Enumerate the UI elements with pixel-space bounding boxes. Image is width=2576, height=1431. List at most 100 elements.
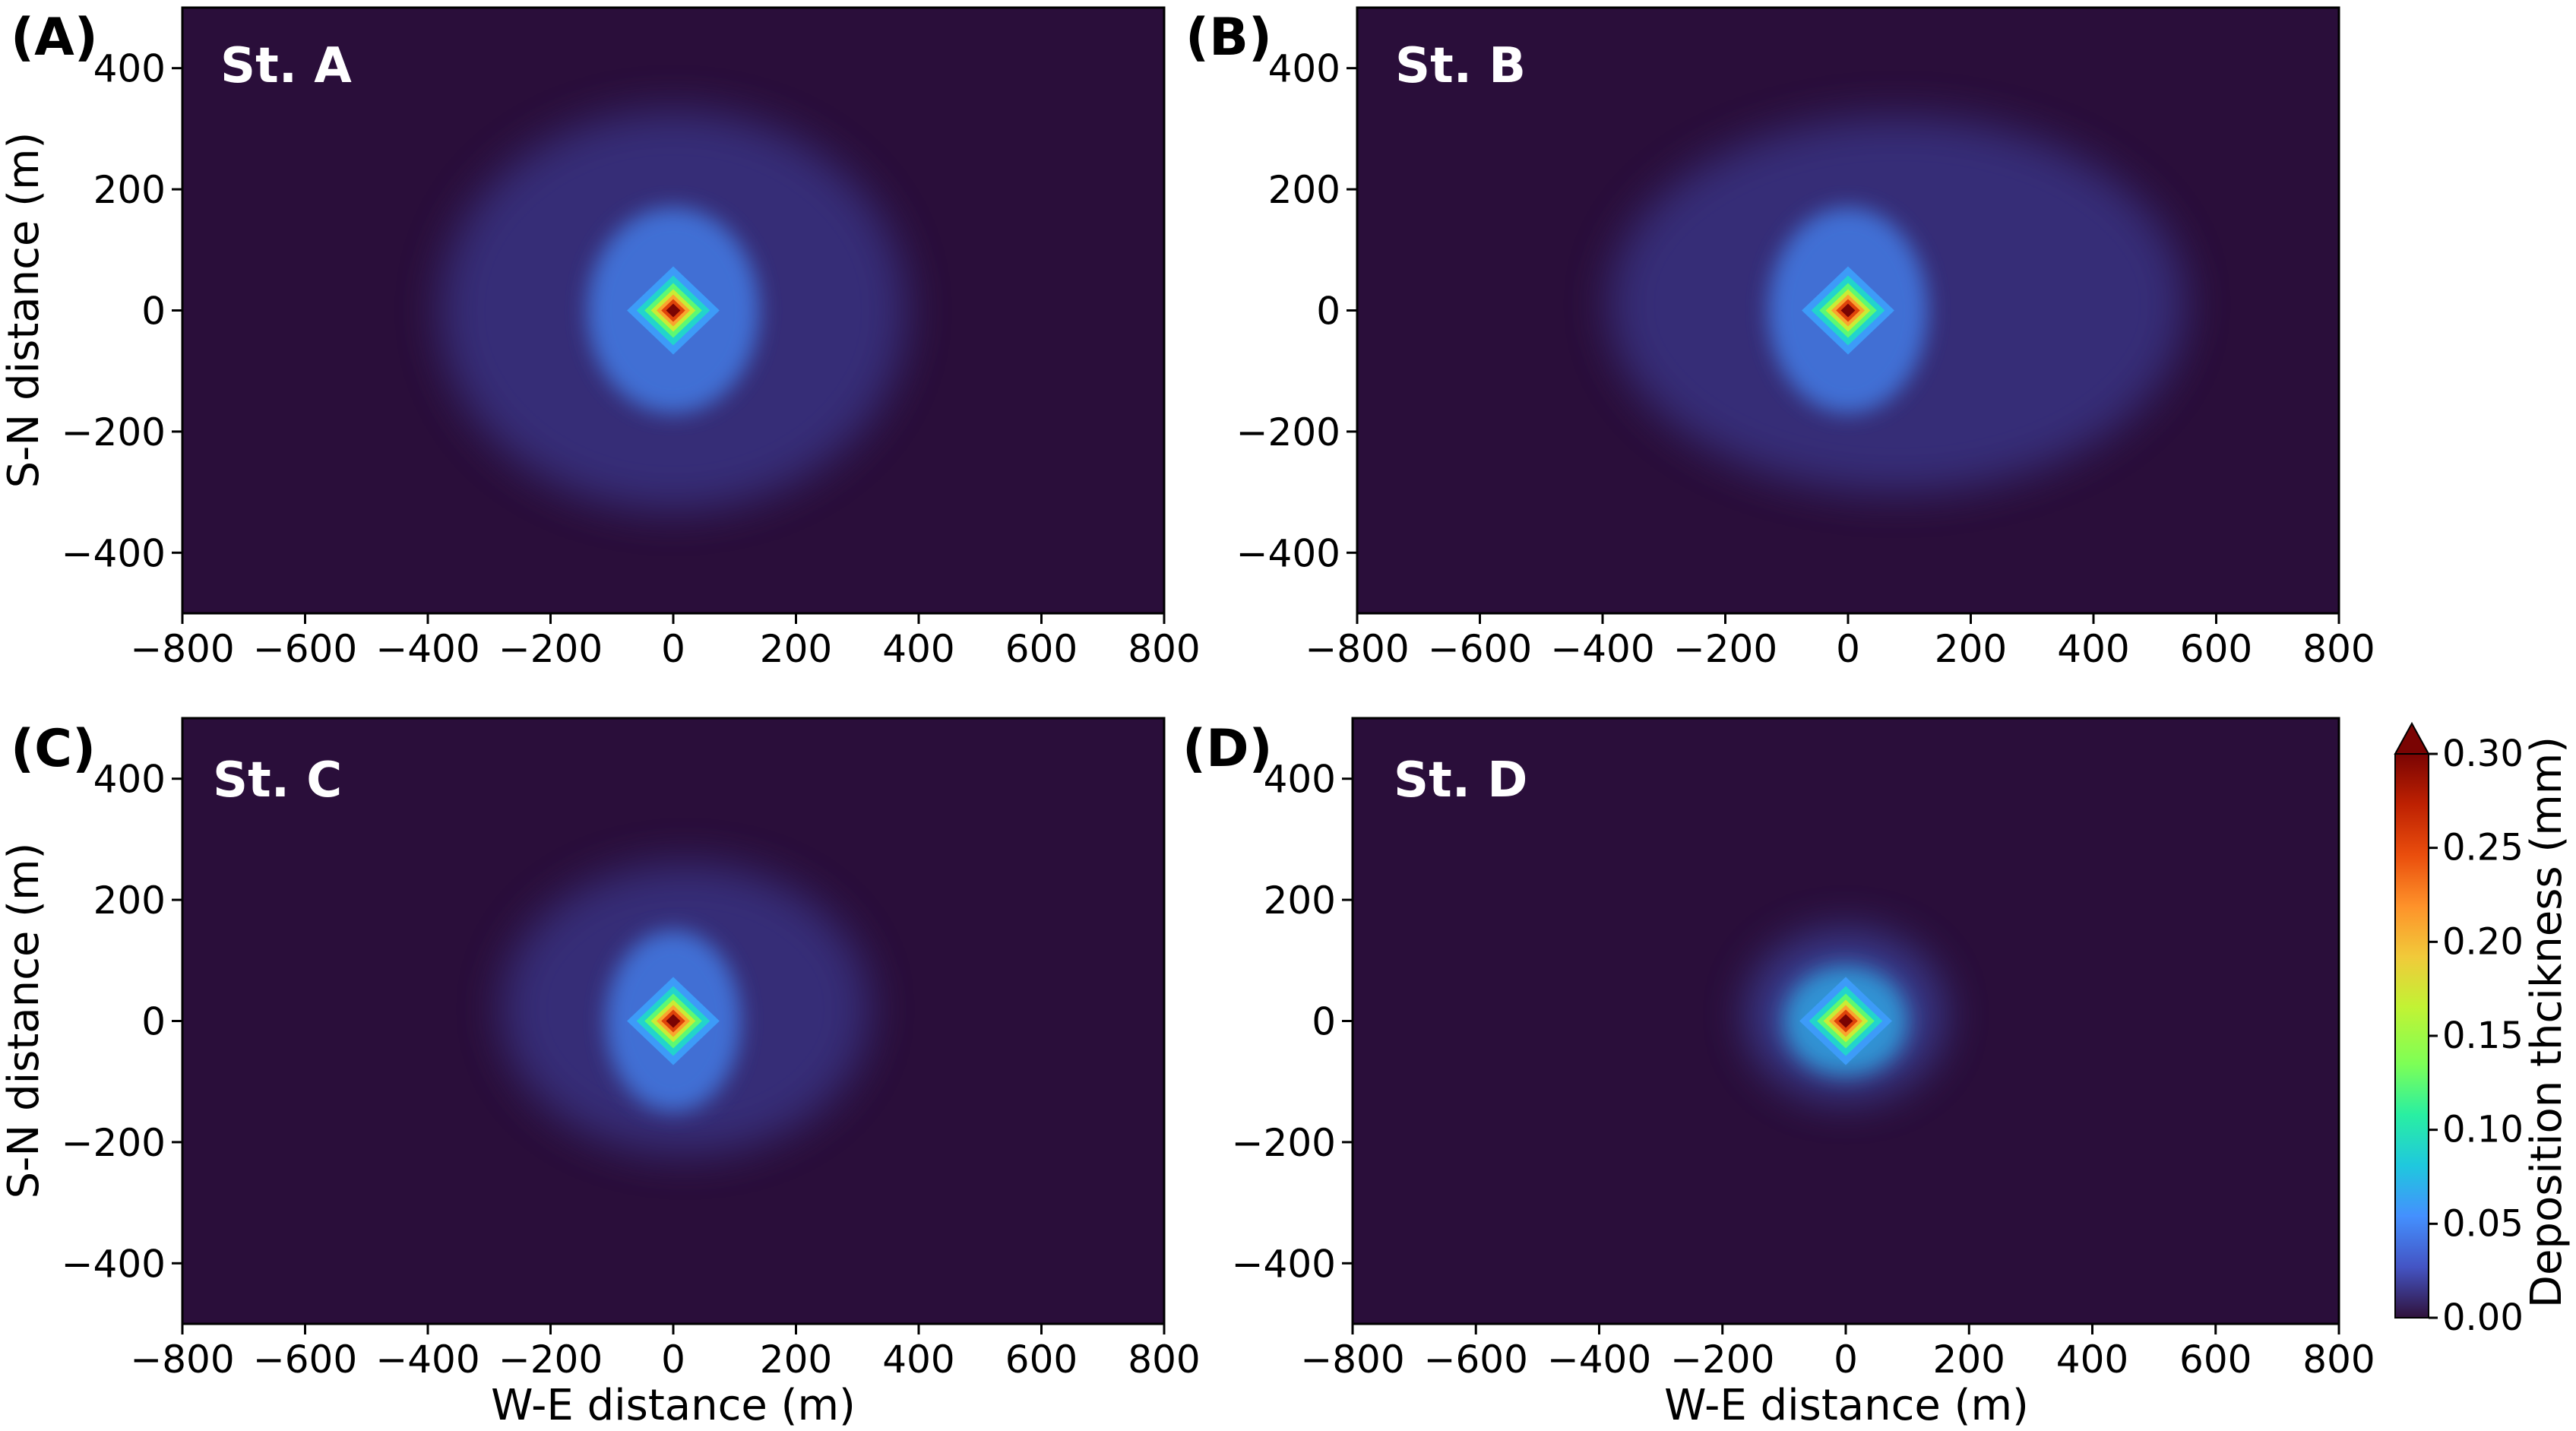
colorbar-tick-label: 0.05: [2442, 1202, 2524, 1245]
deposition-contour: [1840, 303, 1856, 318]
colorbar-gradient: [2394, 753, 2429, 1319]
x-axis-label: W-E distance (m): [1664, 1381, 2029, 1430]
panel-letter: (B): [1185, 8, 1272, 68]
x-tick-label: −400: [1550, 627, 1654, 671]
colorbar-tick-label: 0.30: [2442, 733, 2524, 775]
y-axis-label: S-N distance (m): [0, 132, 49, 489]
x-tick-label: 600: [1005, 1338, 1078, 1382]
panel-b: −800 −600 −400 −200 0 200 400 600 800 400 200 0 −20…: [1185, 6, 2375, 671]
deposition-contour: [666, 303, 681, 318]
x-tick-label: −800: [130, 1338, 234, 1382]
x-tick-label: 0: [661, 1338, 685, 1382]
y-ticks: 400 200 0 −200 −400: [1236, 47, 1357, 575]
x-tick-label: −200: [498, 1338, 603, 1382]
y-tick-label: −400: [1232, 1242, 1336, 1286]
panel-letter: (A): [11, 8, 98, 68]
y-tick-label: −200: [62, 410, 166, 454]
y-tick-label: −200: [62, 1121, 166, 1165]
y-ticks: 400 200 0 −200 −400: [1232, 758, 1353, 1286]
colorbar-tick-label: 0.20: [2442, 920, 2524, 963]
colorbar-extend-max-arrow: [2394, 721, 2430, 755]
x-tick-label: 800: [2302, 1338, 2375, 1382]
colorbar-label: Deposition thcikness (mm): [2522, 736, 2571, 1308]
x-tick-label: 600: [2179, 1338, 2252, 1382]
y-tick-label: 400: [93, 47, 166, 91]
x-tick-label: −600: [1424, 1338, 1528, 1382]
station-label: St. A: [220, 38, 352, 94]
deposition-contour: [1838, 1014, 1853, 1028]
x-tick-label: 800: [1128, 627, 1200, 671]
x-tick-label: −200: [498, 627, 603, 671]
x-tick-label: 200: [760, 627, 832, 671]
x-ticks: −800 −600 −400 −200 0 200 400 600 800: [1305, 613, 2375, 671]
heatmap-marks: [440, 110, 907, 511]
x-tick-label: 800: [1128, 1338, 1200, 1382]
panel-d: −800 −600 −400 −200 0 200 400 600 800 400 200 0 −20…: [1182, 717, 2375, 1430]
y-ticks: 400 200 0 −200 −400: [62, 758, 182, 1286]
x-tick-label: −600: [1428, 627, 1532, 671]
x-tick-label: −200: [1670, 1338, 1774, 1382]
y-tick-label: −200: [1236, 410, 1340, 454]
x-ticks: −800 −600 −400 −200 0 200 400 600 800: [1300, 1324, 2375, 1382]
y-tick-label: −200: [1232, 1121, 1336, 1165]
x-tick-label: 0: [1834, 1338, 1858, 1382]
x-axis-label: W-E distance (m): [491, 1381, 856, 1430]
x-tick-label: −800: [130, 627, 234, 671]
x-tick-label: 200: [1935, 627, 2007, 671]
y-tick-label: 0: [1312, 1000, 1336, 1044]
x-tick-label: 200: [760, 1338, 832, 1382]
x-ticks: −800 −600 −400 −200 0 200 400 600 800: [130, 1324, 1201, 1382]
y-tick-label: −400: [62, 531, 166, 575]
x-tick-label: 200: [1933, 1338, 2005, 1382]
deposition-contour: [666, 1014, 681, 1028]
y-tick-label: 0: [141, 290, 166, 334]
x-tick-label: 400: [882, 627, 954, 671]
x-tick-label: −400: [375, 1338, 479, 1382]
x-tick-label: −600: [253, 627, 357, 671]
x-tick-label: −600: [253, 1338, 357, 1382]
y-tick-label: 200: [93, 879, 166, 923]
panel-a: −800 −600 −400 −200 0 200 400 600 800 400 200 0 −20…: [0, 6, 1201, 671]
station-label: St. C: [213, 752, 342, 809]
x-ticks: −800 −600 −400 −200 0 200 400 600 800: [130, 613, 1201, 671]
x-tick-label: −400: [1547, 1338, 1651, 1382]
y-tick-label: 400: [1268, 47, 1340, 91]
y-tick-label: 0: [1316, 290, 1340, 334]
heatmap-marks: [1747, 929, 1945, 1100]
colorbar-tick-label: 0.25: [2442, 827, 2524, 869]
y-tick-label: −400: [1236, 531, 1340, 575]
colorbar-tick-label: 0.10: [2442, 1109, 2524, 1151]
panel-letter: (C): [11, 719, 96, 779]
y-tick-label: 400: [1264, 758, 1336, 802]
x-tick-label: 400: [882, 1338, 954, 1382]
x-tick-label: 0: [661, 627, 685, 671]
station-label: St. B: [1395, 38, 1526, 94]
x-tick-label: 400: [2057, 627, 2129, 671]
colorbar: 0.00 0.05 0.10 0.15 0.20 0.25 0.30 Deposition …: [2394, 721, 2571, 1339]
x-tick-label: 400: [2056, 1338, 2128, 1382]
y-tick-label: −400: [62, 1242, 166, 1286]
y-tick-label: 0: [141, 1000, 166, 1044]
y-tick-label: 400: [93, 758, 166, 802]
y-ticks: 400 200 0 −200 −400: [62, 47, 182, 575]
x-tick-label: 600: [1005, 627, 1078, 671]
x-tick-label: −800: [1300, 1338, 1404, 1382]
x-tick-label: 0: [1836, 627, 1860, 671]
x-tick-label: 800: [2302, 627, 2375, 671]
panel-letter: (D): [1182, 719, 1273, 779]
heatmap-marks: [501, 863, 870, 1154]
x-tick-label: 600: [2180, 627, 2252, 671]
y-tick-label: 200: [93, 168, 166, 212]
colorbar-ticks: 0.00 0.05 0.10 0.15 0.20 0.25 0.30: [2429, 733, 2524, 1339]
y-axis-label: S-N distance (m): [0, 843, 49, 1199]
colorbar-tick-label: 0.15: [2442, 1015, 2524, 1057]
colorbar-tick-label: 0.00: [2442, 1296, 2524, 1339]
y-tick-label: 200: [1268, 168, 1340, 212]
station-label: St. D: [1394, 752, 1527, 809]
x-tick-label: −200: [1673, 627, 1777, 671]
y-tick-label: 200: [1264, 879, 1336, 923]
x-tick-label: −400: [375, 627, 479, 671]
heatmap-marks: [1609, 116, 2186, 492]
x-tick-label: −800: [1305, 627, 1409, 671]
